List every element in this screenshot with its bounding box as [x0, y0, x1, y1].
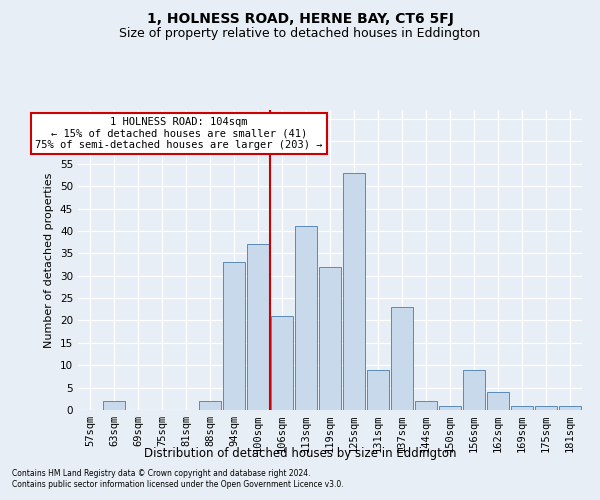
Y-axis label: Number of detached properties: Number of detached properties — [44, 172, 55, 348]
Bar — [247, 244, 269, 410]
Bar — [415, 401, 437, 410]
Text: Contains HM Land Registry data © Crown copyright and database right 2024.: Contains HM Land Registry data © Crown c… — [12, 468, 311, 477]
Bar — [487, 392, 509, 410]
Text: 1, HOLNESS ROAD, HERNE BAY, CT6 5FJ: 1, HOLNESS ROAD, HERNE BAY, CT6 5FJ — [146, 12, 454, 26]
Text: Contains public sector information licensed under the Open Government Licence v3: Contains public sector information licen… — [12, 480, 344, 489]
Bar — [535, 406, 557, 410]
Bar — [559, 406, 581, 410]
Bar — [343, 172, 365, 410]
Text: Size of property relative to detached houses in Eddington: Size of property relative to detached ho… — [119, 28, 481, 40]
Bar — [295, 226, 317, 410]
Bar — [199, 401, 221, 410]
Text: 1 HOLNESS ROAD: 104sqm
← 15% of detached houses are smaller (41)
75% of semi-det: 1 HOLNESS ROAD: 104sqm ← 15% of detached… — [35, 116, 323, 150]
Bar — [271, 316, 293, 410]
Bar — [103, 401, 125, 410]
Bar — [367, 370, 389, 410]
Bar — [463, 370, 485, 410]
Bar — [439, 406, 461, 410]
Text: Distribution of detached houses by size in Eddington: Distribution of detached houses by size … — [144, 448, 456, 460]
Bar — [319, 266, 341, 410]
Bar — [223, 262, 245, 410]
Bar — [391, 307, 413, 410]
Bar — [511, 406, 533, 410]
